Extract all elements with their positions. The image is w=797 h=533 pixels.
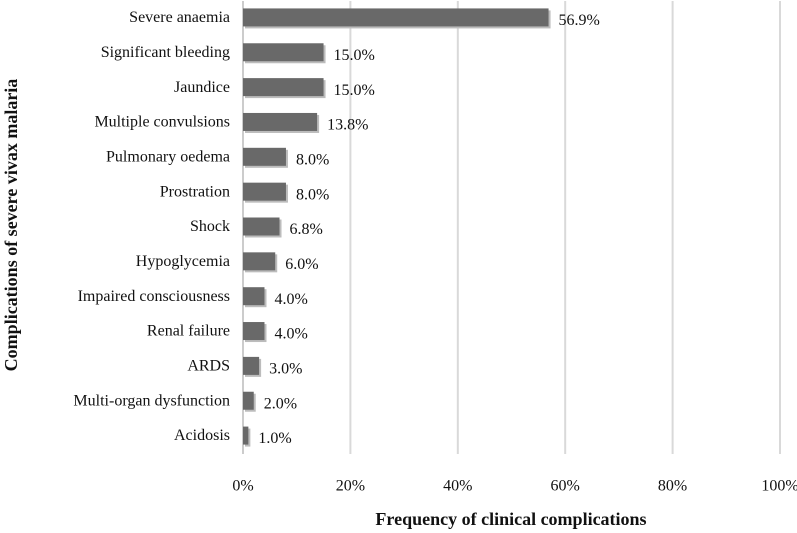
y-tick-label: ARDS [187, 358, 230, 375]
y-tick-label: Multiple convulsions [94, 114, 230, 131]
bar [243, 112, 318, 131]
y-tick-label: Multi-organ dysfunction [73, 392, 230, 409]
x-axis-title: Frequency of clinical complications [375, 509, 646, 529]
bar [243, 252, 276, 271]
bar [243, 147, 286, 166]
value-label: 2.0% [264, 395, 297, 412]
value-label: 8.0% [296, 186, 329, 203]
value-label: 56.9% [559, 12, 600, 29]
x-tick-label: 100% [761, 478, 797, 495]
bar [243, 217, 280, 236]
x-tick-label: 60% [551, 478, 580, 495]
y-axis-title: Complications of severe vivax malaria [1, 79, 21, 372]
y-tick-label: Acidosis [174, 427, 230, 444]
bar [243, 182, 286, 201]
x-tick-label: 40% [443, 478, 472, 495]
bar [243, 78, 324, 97]
bar [243, 8, 549, 27]
y-tick-label: Hypoglycemia [136, 253, 230, 270]
value-label: 6.8% [290, 221, 323, 238]
value-label: 6.0% [285, 256, 318, 273]
bar [243, 287, 265, 306]
y-tick-label: Severe anaemia [129, 9, 230, 26]
value-label: 4.0% [274, 326, 307, 343]
bar [243, 356, 260, 375]
value-label: 4.0% [274, 291, 307, 308]
bar [243, 391, 254, 410]
x-tick-label: 0% [232, 478, 253, 495]
bar [243, 43, 324, 62]
bar [243, 322, 265, 341]
y-tick-label: Shock [190, 218, 230, 235]
x-tick-label: 20% [336, 478, 365, 495]
y-tick-label: Prostration [160, 183, 230, 200]
value-label: 13.8% [327, 117, 368, 134]
value-label: 8.0% [296, 151, 329, 168]
x-tick-label: 80% [658, 478, 687, 495]
y-tick-label: Significant bleeding [101, 44, 230, 61]
y-tick-label: Pulmonary oedema [106, 148, 230, 165]
value-label: 15.0% [334, 82, 375, 99]
bar [243, 426, 249, 445]
y-tick-label: Renal failure [147, 323, 230, 340]
value-label: 3.0% [269, 361, 302, 378]
value-label: 15.0% [334, 47, 375, 64]
y-tick-label: Impaired consciousness [78, 288, 230, 305]
y-tick-label: Jaundice [174, 79, 230, 96]
value-label: 1.0% [258, 430, 291, 447]
